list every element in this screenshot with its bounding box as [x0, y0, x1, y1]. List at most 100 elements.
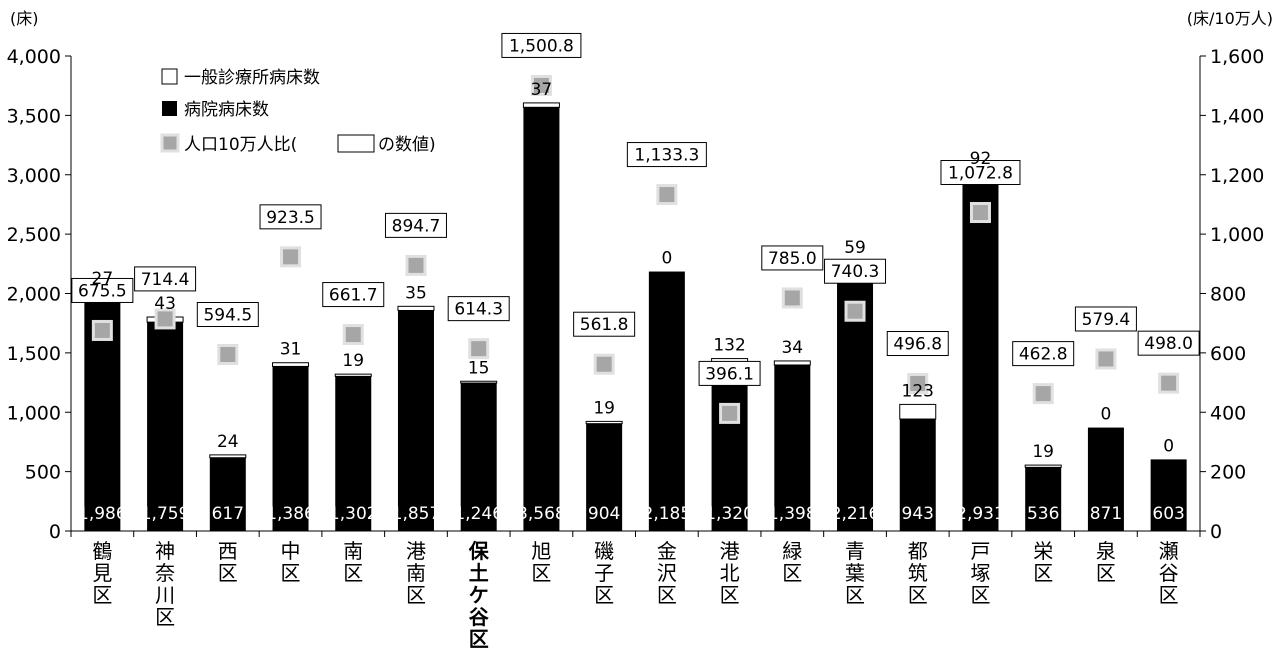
ratio-value-label: 714.4	[141, 270, 190, 290]
category-label: 葉	[845, 561, 865, 585]
ratio-value-box	[698, 360, 761, 386]
clinic-value-label: 43	[154, 294, 176, 314]
right-tick-label: 600	[1210, 343, 1246, 365]
ratio-marker	[468, 338, 490, 360]
hospital-value-label: 2,931	[956, 504, 1005, 524]
bar-hospital	[648, 271, 685, 531]
ratio-value-label: 675.5	[78, 281, 127, 301]
left-tick-label: 2,500	[7, 224, 61, 246]
bar-hospital	[711, 374, 748, 531]
right-tick-label: 800	[1210, 284, 1246, 306]
hospital-value-label: 1,759	[141, 504, 190, 524]
hospital-value-label: 603	[1152, 504, 1184, 524]
ratio-value-box	[886, 331, 949, 357]
ratio-value-box	[501, 32, 582, 58]
left-tick-label: 4,000	[7, 46, 61, 68]
legend-hospital-label: 病院病床数	[184, 100, 269, 120]
legend-ratio-label-prefix: 人口10万人比(	[184, 135, 297, 155]
category-label: 保	[468, 539, 490, 563]
category-label: 北	[720, 561, 740, 585]
category-label: 区	[281, 561, 301, 585]
clinic-value-label: 59	[844, 238, 866, 258]
clinic-value-label: 34	[781, 338, 803, 358]
hospital-value-label: 2,216	[831, 504, 880, 524]
category-label: 区	[908, 583, 928, 607]
category-label: 谷	[469, 605, 490, 629]
clinic-value-label: 0	[1101, 405, 1112, 425]
bar-clinic	[1024, 464, 1062, 468]
bar-hospital	[147, 322, 184, 531]
ratio-marker	[907, 373, 929, 395]
bar-hospital	[899, 419, 936, 531]
bar-hospital	[774, 364, 811, 531]
bar-clinic	[209, 454, 247, 459]
ratio-value-label: 496.8	[893, 335, 942, 355]
ratio-value-label: 498.0	[1144, 334, 1193, 354]
legend-clinic-swatch	[161, 68, 178, 85]
ratio-marker	[217, 344, 239, 366]
category-label: 土	[469, 561, 489, 585]
legend-hospital-swatch	[162, 101, 177, 116]
clinic-value-label: 27	[92, 269, 114, 289]
clinic-value-label: 132	[713, 336, 745, 356]
clinic-value-label: 37	[531, 80, 553, 100]
category-label: 南	[406, 561, 426, 585]
ratio-value-label: 923.5	[266, 208, 315, 228]
category-label: 奈	[155, 561, 175, 585]
category-label: ケ	[469, 583, 489, 607]
clinic-value-label: 0	[1163, 436, 1174, 456]
right-tick-label: 200	[1210, 462, 1246, 484]
category-label: 区	[92, 583, 112, 607]
category-label: 緑	[782, 539, 802, 563]
category-label: 西	[218, 539, 238, 563]
hospital-value-label: 904	[588, 504, 620, 524]
category-label: 区	[218, 561, 238, 585]
category-label: 区	[594, 583, 614, 607]
bar-hospital	[586, 423, 623, 531]
ratio-value-label: 396.1	[705, 364, 754, 384]
ratio-value-box	[384, 212, 447, 238]
legend-ratio-swatch	[160, 133, 180, 153]
hospital-value-label: 1,386	[266, 504, 315, 524]
legend: 一般診療所病床数 病院病床数 人口10万人比( の数値)	[160, 68, 436, 155]
bar-clinic	[460, 380, 498, 384]
ratio-value-label: 1,133.3	[634, 146, 699, 166]
left-axis-unit: (床)	[10, 9, 39, 28]
bar-clinic	[773, 360, 811, 366]
category-label: 区	[531, 561, 551, 585]
hospital-value-label: 871	[1090, 504, 1122, 524]
category-label: 沢	[657, 561, 677, 585]
clinic-value-label: 31	[280, 340, 302, 360]
clinic-value-label: 19	[593, 398, 615, 418]
ratio-value-box	[940, 160, 1021, 186]
ratio-marker	[593, 353, 615, 375]
ratio-value-box	[71, 277, 134, 303]
category-label: 筑	[908, 561, 928, 585]
ratio-marker	[719, 402, 741, 424]
left-tick-label: 0	[49, 521, 61, 543]
right-tick-label: 400	[1210, 402, 1246, 424]
bar-hospital	[335, 376, 372, 531]
category-label: 旭	[531, 539, 551, 563]
ratio-value-box	[761, 245, 824, 271]
category-label: 区	[720, 583, 740, 607]
category-label: 区	[845, 583, 865, 607]
category-label: 区	[1159, 583, 1179, 607]
right-tick-label: 0	[1210, 521, 1222, 543]
ratio-value-label: 579.4	[1082, 310, 1131, 330]
category-label: 南	[343, 539, 363, 563]
category-label: 神	[155, 539, 175, 563]
bar-hospital	[397, 310, 434, 531]
category-label: 子	[594, 561, 614, 585]
bar-hospital	[272, 366, 309, 531]
ratio-value-box	[134, 266, 197, 292]
clinic-value-label: 0	[661, 249, 672, 269]
category-label: 川	[155, 583, 175, 607]
category-label: 港	[406, 539, 426, 563]
category-label: 塚	[970, 561, 990, 585]
ratio-marker	[844, 300, 866, 322]
ratio-marker	[91, 319, 113, 341]
category-label: 区	[343, 561, 363, 585]
bar-hospital	[1150, 459, 1187, 531]
